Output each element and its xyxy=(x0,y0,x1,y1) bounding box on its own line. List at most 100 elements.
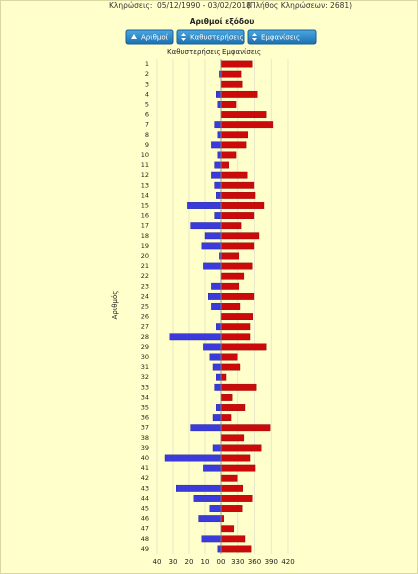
y-tick-label: 30 xyxy=(141,353,149,361)
bar xyxy=(220,90,258,98)
bar xyxy=(220,343,267,351)
bar xyxy=(220,505,243,512)
bar xyxy=(175,484,222,492)
bar xyxy=(220,282,240,290)
y-tick-label: 32 xyxy=(141,373,149,381)
bar xyxy=(220,262,253,270)
bar xyxy=(214,161,222,169)
y-tick-label: 24 xyxy=(141,292,149,300)
y-tick-label: 46 xyxy=(141,515,149,523)
bar xyxy=(198,515,222,523)
bar xyxy=(220,151,237,159)
y-tick-label: 8 xyxy=(145,131,149,139)
y-tick-label: 38 xyxy=(141,434,149,442)
bar xyxy=(220,232,260,240)
bar xyxy=(220,474,238,482)
bar xyxy=(214,383,222,391)
bar xyxy=(220,394,233,401)
y-tick-label: 2 xyxy=(145,70,149,78)
bar xyxy=(220,101,237,108)
date-range: 05/12/1990 - 03/02/2018 xyxy=(157,1,251,10)
sort-button[interactable]: Εμφανίσεις xyxy=(247,29,317,45)
bar xyxy=(220,464,256,472)
bar xyxy=(220,171,248,179)
bar xyxy=(220,191,256,199)
y-tick-label: 14 xyxy=(141,191,149,199)
sort-button[interactable]: Αριθμοί xyxy=(125,29,174,45)
bar xyxy=(220,363,241,371)
bar xyxy=(212,444,222,452)
y-tick-label: 20 xyxy=(141,252,149,260)
bar xyxy=(220,111,267,118)
bar xyxy=(203,343,222,351)
bar xyxy=(214,181,222,189)
x-tick-label: 20 xyxy=(185,558,194,566)
bar xyxy=(220,242,255,250)
bar xyxy=(220,545,252,553)
button-label[interactable]: Καθυστερήσεις xyxy=(190,34,244,42)
y-tick-label: 42 xyxy=(141,474,149,482)
y-tick-label: 44 xyxy=(141,494,149,502)
y-tick-label: 28 xyxy=(141,333,149,341)
y-tick-label: 19 xyxy=(141,242,149,250)
bar xyxy=(211,141,222,149)
y-tick-label: 25 xyxy=(141,303,149,311)
bar xyxy=(190,222,222,230)
y-tick-label: 1 xyxy=(145,60,149,68)
y-tick-label: 37 xyxy=(141,424,149,432)
bar xyxy=(220,373,227,381)
y-tick-label: 48 xyxy=(141,535,149,543)
bar xyxy=(220,353,238,361)
y-tick-label: 31 xyxy=(141,363,149,371)
bar xyxy=(220,313,254,321)
y-tick-label: 34 xyxy=(141,393,149,401)
sort-button[interactable]: Καθυστερήσεις xyxy=(176,29,245,45)
bar xyxy=(212,414,222,422)
bar xyxy=(220,161,230,169)
y-tick-label: 36 xyxy=(141,414,149,422)
y-tick-label: 18 xyxy=(141,232,149,240)
bar xyxy=(220,252,240,260)
y-tick-label: 6 xyxy=(145,111,149,119)
bar xyxy=(217,131,222,139)
y-tick-label: 5 xyxy=(145,100,149,108)
y-tick-label: 26 xyxy=(141,313,149,321)
y-tick-label: 3 xyxy=(145,80,149,88)
bar xyxy=(203,262,222,270)
legend-left: Καθυστερήσεις xyxy=(167,48,221,56)
y-tick-label: 41 xyxy=(141,464,149,472)
bar xyxy=(220,292,255,300)
bar xyxy=(220,303,241,310)
y-tick-label: 22 xyxy=(141,272,149,280)
y-tick-label: 13 xyxy=(141,181,149,189)
bar xyxy=(211,303,222,310)
button-label[interactable]: Εμφανίσεις xyxy=(261,34,300,42)
y-tick-label: 17 xyxy=(141,222,149,230)
y-tick-label: 43 xyxy=(141,484,149,492)
button-label[interactable]: Αριθμοί xyxy=(141,34,169,42)
x-tick-label: 10 xyxy=(201,558,210,566)
bar xyxy=(220,333,251,341)
bar xyxy=(220,414,232,422)
bar xyxy=(215,191,222,199)
y-tick-label: 40 xyxy=(141,454,149,462)
y-tick-label: 11 xyxy=(141,161,149,169)
bar xyxy=(220,434,245,442)
bar xyxy=(220,323,251,331)
y-tick-label: 16 xyxy=(141,212,149,220)
chart-title: Αριθμοί εξόδου xyxy=(190,17,255,26)
x-tick-label: 390 xyxy=(265,558,278,566)
bar xyxy=(215,373,222,381)
x-tick-label: 40 xyxy=(153,558,162,566)
bar xyxy=(220,454,251,462)
x-tick-label: 330 xyxy=(231,558,244,566)
bar xyxy=(220,60,253,68)
bar xyxy=(201,535,222,543)
y-tick-label: 47 xyxy=(141,525,149,533)
bar xyxy=(220,525,235,533)
bar xyxy=(212,363,222,371)
y-tick-label: 7 xyxy=(145,121,149,129)
bar xyxy=(217,545,222,553)
